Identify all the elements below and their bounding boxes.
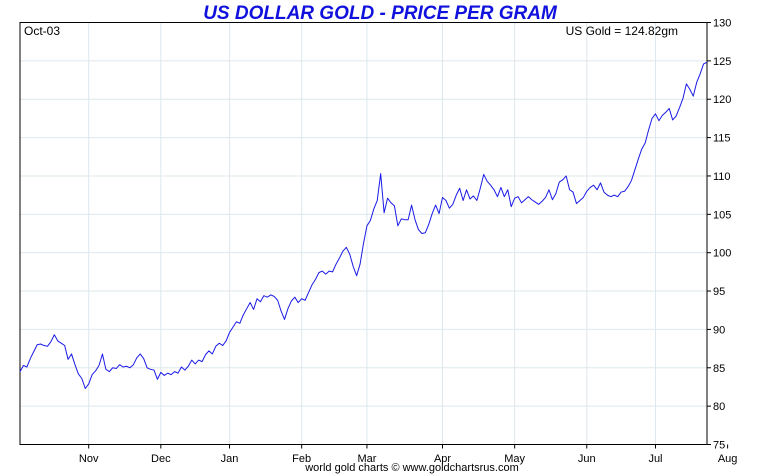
y-tick-label: 80 — [713, 401, 725, 413]
y-tick-label: 110 — [713, 171, 731, 183]
y-tick-label: 130 — [713, 18, 731, 30]
plot-frame — [19, 22, 708, 445]
grid-lines — [20, 22, 707, 445]
x-tick-label: Jun — [578, 453, 596, 465]
y-tick-label: 90 — [713, 324, 725, 336]
y-tick-label: 75 — [713, 440, 725, 452]
price-series — [19, 61, 708, 389]
x-tick-label: Dec — [151, 453, 171, 465]
x-axis-labels: NovDecJanFebMarAprMayJunJulAugSepOct — [79, 453, 738, 465]
y-axis-labels: 75 80 85 90 95 100 105 110 115 120 125 130 — [713, 18, 731, 452]
y-tick-label: 125 — [713, 56, 731, 68]
y-tick-label: 120 — [713, 94, 731, 106]
chart-footer: world gold charts © www.goldchartsrus.co… — [304, 462, 519, 474]
x-tick-label: Mar — [357, 453, 376, 465]
chart-title: US DOLLAR GOLD - PRICE PER GRAM — [203, 3, 558, 24]
y-tick-label: 105 — [713, 209, 731, 221]
period-start-label: Oct-03 — [24, 24, 60, 38]
current-price-label: US Gold = 124.82gm — [566, 24, 678, 38]
axis-ticks — [88, 22, 729, 449]
x-tick-label: May — [504, 453, 525, 465]
x-tick-label: Aug — [718, 453, 738, 465]
x-tick-label: Jan — [221, 453, 239, 465]
y-tick-label: 85 — [713, 363, 725, 375]
y-tick-label: 100 — [713, 248, 731, 260]
x-tick-label: Jul — [648, 453, 662, 465]
y-tick-label: 95 — [713, 286, 725, 298]
x-tick-label: Feb — [292, 453, 311, 465]
price-line — [19, 61, 708, 389]
x-tick-label: Nov — [79, 453, 99, 465]
y-tick-label: 115 — [713, 133, 731, 145]
x-tick-label: Apr — [434, 453, 451, 465]
